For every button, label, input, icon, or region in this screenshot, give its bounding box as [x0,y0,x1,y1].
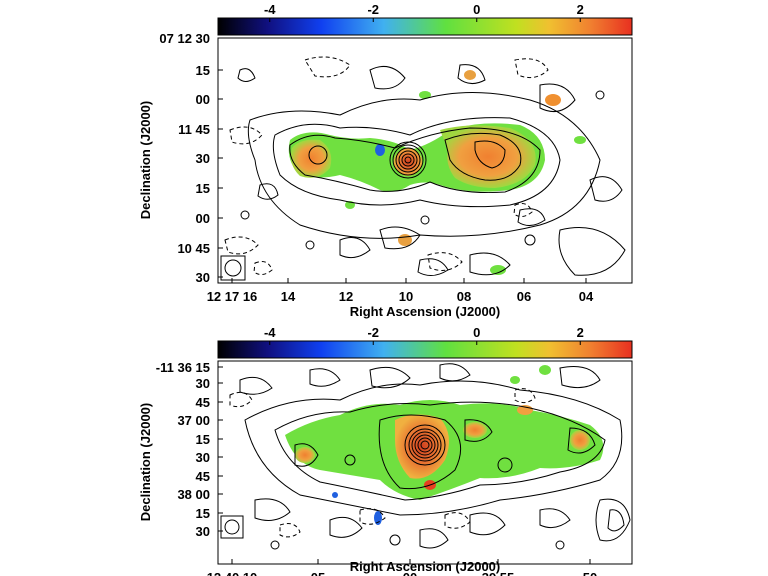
bottom-panel: -4 -2 0 2 [138,325,633,576]
top-emission-patch [490,265,506,275]
top-panel: -4 -2 0 2 [138,2,633,319]
top-contours [237,64,626,276]
top-emission-patch [419,91,431,99]
top-emission-patch [545,94,561,106]
y-tick-label: 10 45 [177,241,210,256]
bottom-emission-patch [570,430,590,450]
bottom-negative-contours [229,388,536,538]
y-tick-label: 07 12 30 [159,31,210,46]
x-tick-label: 08 [457,289,471,304]
colorbar-tick-label: -4 [264,325,276,340]
x-tick-label: 14 [281,289,296,304]
y-tick-label: 30 [196,450,210,465]
top-emission-patch [464,70,476,80]
y-tick-label: 15 [196,432,210,447]
bottom-map [220,363,631,550]
top-y-axis: 07 12 30 15 00 11 45 30 15 00 10 45 30 [159,31,223,285]
bottom-colorbar-ticks: -4 -2 0 2 [264,325,584,345]
bottom-emission-patch [510,376,520,384]
bottom-emission-patch [463,422,487,438]
colorbar-tick-label: -2 [367,2,379,17]
bottom-colorbar [217,340,633,359]
top-emission-patch [398,234,412,246]
top-negative-spot [375,144,385,156]
x-tick-label: 06 [517,289,531,304]
top-negative-contours [224,56,549,276]
top-emission-patch [574,136,586,144]
x-tick-label: 12 [339,289,353,304]
bottom-beam-box [220,515,244,539]
colorbar-tick-label: 2 [577,325,584,340]
y-tick-label: 37 00 [177,413,210,428]
bottom-x-axis: 12 40 10 05 00 39 55 50 [207,559,597,576]
bottom-negative-spot [332,492,338,498]
x-tick-label: 39 55 [482,570,515,576]
y-tick-label: 45 [196,469,210,484]
y-tick-label: 15 [196,506,210,521]
bottom-emission-patch [539,365,551,375]
top-map [220,56,626,281]
y-tick-label: 38 00 [177,487,210,502]
x-tick-label: 05 [311,570,325,576]
top-beam-ellipse [224,259,242,277]
colorbar-tick-label: 0 [473,2,480,17]
y-tick-label: 30 [196,376,210,391]
bottom-beam-ellipse [224,519,240,535]
top-emission-orange-west [291,139,332,178]
y-tick-label: 30 [196,270,210,285]
x-tick-label: 50 [583,570,597,576]
colorbar-tick-label: 0 [473,325,480,340]
top-colorbar-ticks: -4 -2 0 2 [264,2,584,22]
y-tick-label: 30 [196,151,210,166]
top-xlabel: Right Ascension (J2000) [350,304,501,319]
top-ylabel: Declination (J2000) [138,101,153,220]
bottom-emission-patch [295,447,315,463]
y-tick-label: -11 36 15 [156,360,210,375]
y-tick-label: 30 [196,524,210,539]
top-colorbar [217,17,633,36]
y-tick-label: 00 [196,92,210,107]
y-tick-label: 15 [196,181,210,196]
y-tick-label: 45 [196,395,210,410]
top-x-axis: 12 17 16 14 12 10 08 06 04 [207,278,594,304]
x-tick-label: 00 [403,570,417,576]
colorbar-tick-label: -4 [264,2,276,17]
colorbar-tick-label: 2 [577,2,584,17]
y-tick-label: 11 45 [178,122,210,137]
y-tick-label: 00 [196,211,210,226]
bottom-ylabel: Declination (J2000) [138,403,153,522]
bottom-negative-spot [374,511,382,525]
x-tick-label: 12 40 10 [207,570,258,576]
x-tick-label: 12 17 16 [207,289,258,304]
x-tick-label: 10 [399,289,413,304]
colorbar-tick-label: -2 [367,325,379,340]
y-tick-label: 15 [196,63,210,78]
x-tick-label: 04 [579,289,594,304]
top-beam-box [220,255,246,281]
bottom-xlabel: Right Ascension (J2000) [350,559,501,574]
